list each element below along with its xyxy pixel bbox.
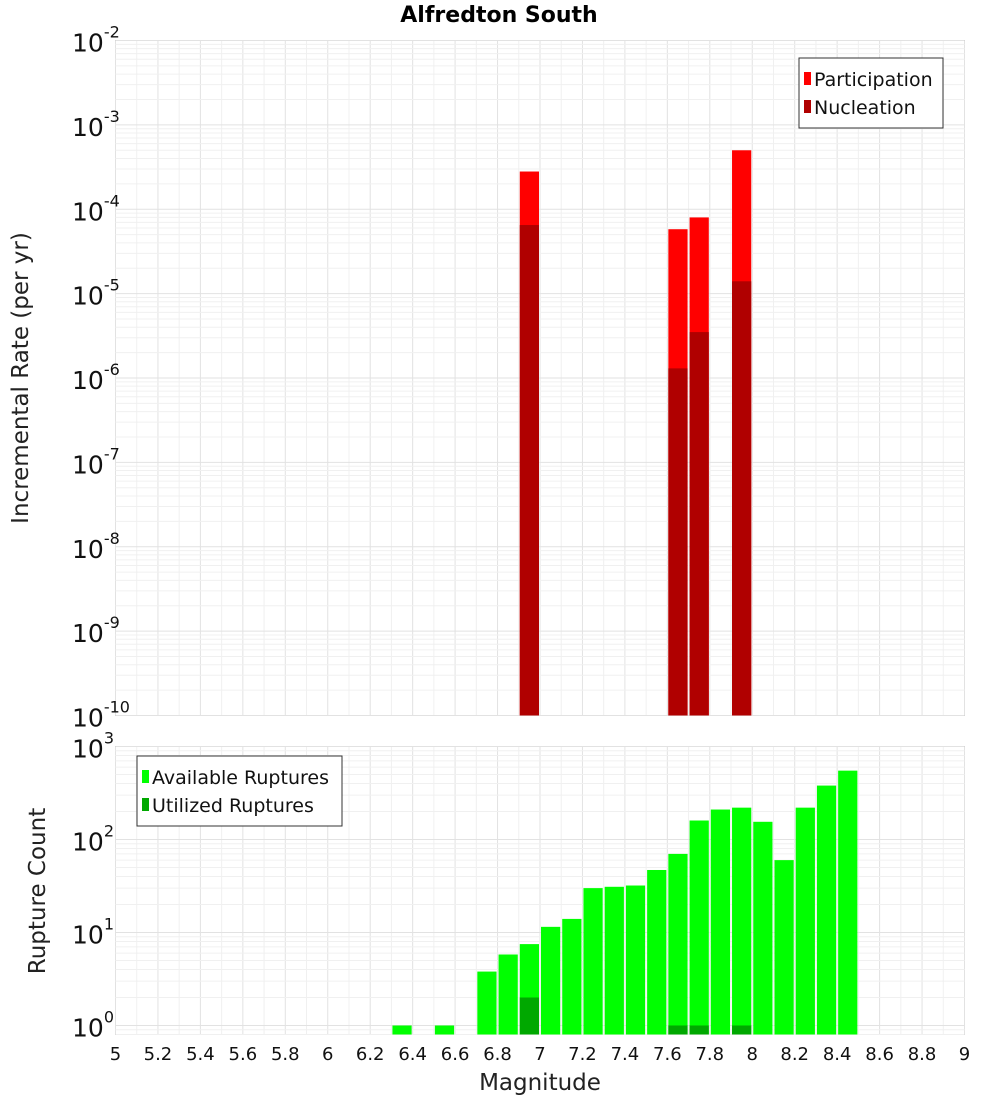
x-tick-label: 8.8	[908, 1044, 937, 1065]
x-tick-label: 5.6	[229, 1044, 258, 1065]
y-tick-label: 10-6	[72, 360, 120, 395]
y-tick-label: 10-3	[72, 107, 120, 142]
chart-title: Alfredton South	[400, 3, 597, 28]
x-axis-label: Magnitude	[479, 1070, 601, 1096]
bar	[838, 770, 858, 1035]
x-tick-label: 5.2	[144, 1044, 173, 1065]
legend-label: Participation	[814, 69, 933, 91]
bar	[795, 807, 815, 1035]
y-tick-label: 10-9	[72, 613, 120, 648]
x-tick-label: 7	[534, 1044, 545, 1065]
y-tick-label: 10-10	[72, 698, 130, 733]
x-tick-label: 7.6	[653, 1044, 682, 1065]
top-y-axis-label: Incremental Rate (per yr)	[8, 232, 34, 524]
bar	[774, 860, 794, 1035]
x-tick-label: 7.2	[568, 1044, 597, 1065]
bar	[625, 885, 646, 1035]
x-tick-label: 7.4	[611, 1044, 640, 1065]
y-tick-label: 10-5	[72, 276, 120, 311]
top-y-ticks: 10-10 10-9 10-8 10-7 10-6 10-5 10-4 10-3 10-2	[72, 23, 130, 733]
bottom-bars	[392, 770, 858, 1035]
y-tick-label: 10-8	[72, 529, 120, 564]
bottom-y-ticks: 100 101 102 103	[72, 729, 114, 1043]
x-tick-label: 7.8	[695, 1044, 724, 1065]
bar	[816, 785, 837, 1035]
bar	[710, 809, 731, 1035]
legend-swatch	[142, 770, 149, 783]
bar	[689, 1025, 709, 1035]
bottom-y-axis-label: Rupture Count	[25, 808, 51, 974]
bar	[668, 1025, 688, 1035]
bar	[392, 1025, 412, 1035]
top-legend: Participation Nucleation	[798, 57, 944, 129]
y-tick-label: 10-7	[72, 444, 120, 479]
x-tick-label: 5	[110, 1044, 121, 1065]
y-tick-label: 103	[72, 729, 114, 764]
bar	[583, 888, 603, 1035]
legend-swatch	[142, 798, 149, 811]
legend-label: Available Ruptures	[152, 767, 329, 789]
bar	[753, 821, 773, 1035]
bar	[732, 807, 752, 1035]
y-tick-label: 102	[72, 821, 114, 856]
x-tick-label: 5.4	[186, 1044, 215, 1065]
x-tick-label: 9	[959, 1044, 970, 1065]
x-ticks: 5 5.2 5.4 5.6 5.8 6 6.2 6.4 6.6 6.8 7 7.2 7.4 7.6 7.8 8…	[110, 1044, 970, 1065]
bar	[668, 853, 688, 1035]
x-tick-label: 6	[322, 1044, 333, 1065]
x-tick-label: 5.8	[271, 1044, 300, 1065]
x-tick-label: 6.2	[356, 1044, 385, 1065]
x-tick-label: 6.8	[483, 1044, 512, 1065]
x-tick-label: 8.4	[823, 1044, 852, 1065]
legend-box	[136, 755, 343, 827]
top-panel: 10-10 10-9 10-8 10-7 10-6 10-5 10-4 10-3 10-2 In…	[8, 23, 965, 733]
x-tick-label: 8.2	[780, 1044, 809, 1065]
y-tick-label: 101	[72, 914, 114, 949]
bar	[689, 820, 709, 1035]
bar	[519, 997, 539, 1035]
x-tick-label: 6.4	[398, 1044, 427, 1065]
legend-label: Utilized Ruptures	[152, 795, 314, 817]
x-tick-label: 6.6	[441, 1044, 470, 1065]
bar	[541, 926, 561, 1035]
top-bars	[519, 150, 752, 716]
legend-label: Nucleation	[814, 97, 916, 119]
bar	[647, 869, 667, 1035]
bottom-panel: 100 101 102 103 5 5.2 5.4 5.6 5.8 6 6.2 6.4 6.6 6.8 7…	[25, 729, 970, 1097]
bar	[732, 281, 752, 716]
y-tick-label: 10-2	[72, 23, 120, 58]
bar	[668, 368, 688, 716]
bottom-legend: Available Ruptures Utilized Ruptures	[136, 755, 343, 827]
bar	[477, 971, 497, 1035]
legend-box	[798, 57, 944, 129]
bar	[604, 886, 624, 1035]
top-grid	[115, 40, 965, 716]
bar	[689, 332, 709, 716]
y-tick-label: 100	[72, 1007, 114, 1042]
bar	[498, 954, 518, 1035]
x-tick-label: 8	[747, 1044, 758, 1065]
y-tick-label: 10-4	[72, 191, 120, 226]
bar	[434, 1025, 455, 1035]
bar	[562, 918, 582, 1035]
legend-swatch	[804, 72, 811, 85]
legend-swatch	[804, 100, 811, 113]
bar	[732, 1025, 752, 1035]
bar	[519, 225, 539, 716]
x-tick-label: 8.6	[865, 1044, 894, 1065]
